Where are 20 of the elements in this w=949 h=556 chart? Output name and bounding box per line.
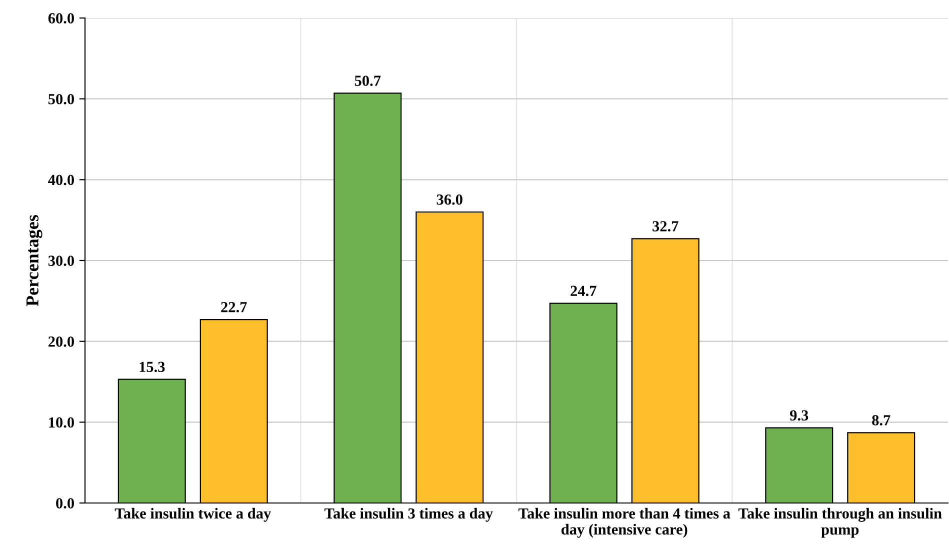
x-tick-label: Take insulin more than 4 times a day (intensive care) <box>518 508 730 538</box>
x-tick-label: Take insulin through an insulin pump <box>738 508 942 538</box>
data-label: 50.7 <box>354 76 381 86</box>
data-label: 9.3 <box>790 410 808 421</box>
data-label: 36.0 <box>436 194 462 205</box>
y-tick-label: 20.0 <box>48 336 74 347</box>
x-tick-label: Take insulin twice a day <box>114 508 271 522</box>
y-tick-label: 60.0 <box>48 13 74 24</box>
data-label: 24.7 <box>570 286 596 296</box>
y-tick-label: 50.0 <box>48 94 74 104</box>
data-label: 32.7 <box>652 221 678 232</box>
data-label: 15.3 <box>140 362 165 372</box>
y-tick-label: 0.0 <box>56 498 74 509</box>
y-tick-label: 30.0 <box>48 256 74 266</box>
y-tick-label: 10.0 <box>49 417 74 428</box>
data-label: 8.7 <box>872 415 890 426</box>
data-label: 22.7 <box>221 302 247 312</box>
y-tick-label: 40.0 <box>48 174 74 186</box>
x-tick-label: Take insulin 3 times a day <box>324 508 493 522</box>
y-axis-title: Percentages <box>26 214 42 306</box>
